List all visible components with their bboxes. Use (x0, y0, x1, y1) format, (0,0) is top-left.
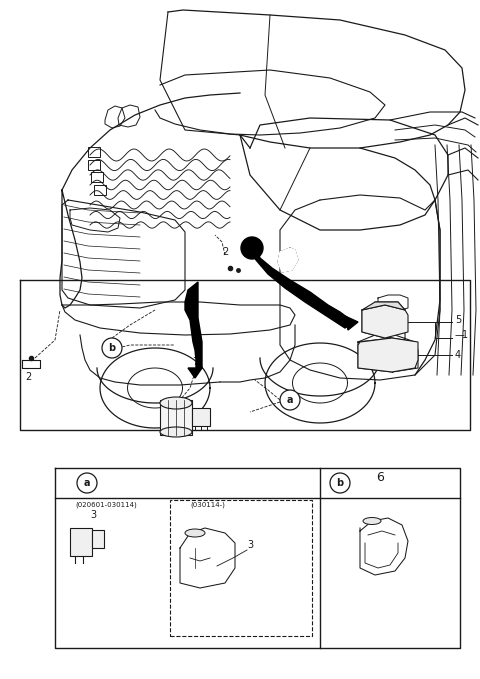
Text: 2: 2 (222, 247, 228, 257)
Bar (70, 528, 92, 556)
Bar (94, 185, 106, 195)
Circle shape (77, 473, 97, 493)
Polygon shape (278, 248, 298, 272)
Bar (88, 160, 100, 170)
Text: 5: 5 (455, 315, 461, 325)
Polygon shape (362, 302, 405, 310)
Bar (170, 500, 312, 636)
Text: a: a (287, 395, 293, 405)
Ellipse shape (160, 397, 192, 409)
Bar (92, 530, 104, 548)
Text: (030114-): (030114-) (190, 501, 225, 507)
Polygon shape (362, 305, 408, 338)
Text: 7: 7 (192, 357, 198, 367)
Text: 3: 3 (90, 510, 96, 520)
Text: b: b (336, 478, 344, 488)
Text: 3: 3 (247, 540, 253, 550)
Text: —: — (455, 330, 465, 340)
Text: (020601-030114): (020601-030114) (75, 501, 137, 507)
Circle shape (102, 338, 122, 358)
Text: a: a (84, 478, 90, 488)
Text: b: b (108, 343, 116, 353)
Bar (91, 172, 103, 182)
Text: 2: 2 (25, 372, 31, 382)
Text: 4: 4 (455, 350, 461, 360)
Text: 1: 1 (462, 330, 468, 340)
Circle shape (241, 237, 263, 259)
Bar (192, 408, 210, 426)
Text: 6: 6 (376, 471, 384, 484)
Circle shape (330, 473, 350, 493)
Bar (88, 147, 100, 157)
Polygon shape (185, 282, 202, 370)
Polygon shape (358, 338, 418, 372)
Ellipse shape (363, 517, 381, 524)
Bar (160, 400, 192, 435)
Circle shape (280, 390, 300, 410)
Ellipse shape (185, 529, 205, 537)
Polygon shape (252, 252, 352, 328)
Polygon shape (188, 368, 202, 378)
Ellipse shape (160, 427, 192, 437)
Polygon shape (345, 316, 358, 330)
